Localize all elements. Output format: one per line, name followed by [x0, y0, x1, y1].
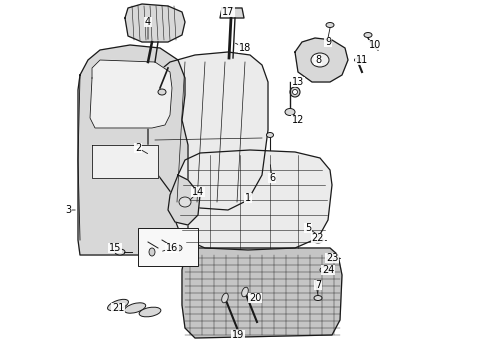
Ellipse shape [221, 293, 228, 303]
Text: 23: 23 [326, 253, 338, 263]
Text: 15: 15 [109, 243, 121, 253]
Ellipse shape [327, 255, 337, 261]
Text: 19: 19 [232, 330, 244, 340]
Text: 7: 7 [315, 280, 321, 290]
Ellipse shape [290, 87, 300, 97]
Text: 17: 17 [222, 7, 234, 17]
Text: 21: 21 [112, 303, 124, 313]
Text: 8: 8 [315, 55, 321, 65]
Ellipse shape [293, 90, 297, 95]
Ellipse shape [179, 197, 191, 207]
Text: 2: 2 [135, 143, 141, 153]
Ellipse shape [314, 296, 322, 301]
Ellipse shape [285, 108, 295, 116]
Polygon shape [78, 45, 188, 255]
Ellipse shape [364, 32, 372, 37]
Ellipse shape [124, 303, 146, 313]
Ellipse shape [107, 300, 128, 311]
Bar [138, 228, 198, 266]
Polygon shape [168, 175, 200, 225]
Text: 6: 6 [269, 173, 275, 183]
Ellipse shape [158, 89, 166, 95]
Text: 24: 24 [322, 265, 334, 275]
Text: 16: 16 [166, 243, 178, 253]
Text: 18: 18 [239, 43, 251, 53]
Polygon shape [90, 60, 172, 128]
Text: 13: 13 [292, 77, 304, 87]
Text: 11: 11 [356, 55, 368, 65]
Ellipse shape [320, 267, 330, 273]
Polygon shape [295, 38, 348, 82]
Polygon shape [92, 145, 158, 178]
Ellipse shape [354, 58, 362, 62]
Polygon shape [148, 52, 268, 210]
Ellipse shape [311, 53, 329, 67]
Ellipse shape [267, 132, 273, 138]
Ellipse shape [326, 23, 334, 27]
Text: 22: 22 [312, 233, 324, 243]
Polygon shape [175, 150, 332, 250]
Ellipse shape [149, 248, 155, 256]
Ellipse shape [139, 307, 161, 317]
Polygon shape [125, 4, 185, 42]
Text: 1: 1 [245, 193, 251, 203]
Text: 9: 9 [325, 37, 331, 47]
Polygon shape [182, 248, 342, 338]
Text: 14: 14 [192, 187, 204, 197]
Text: 4: 4 [145, 17, 151, 27]
Text: 5: 5 [305, 223, 311, 233]
Text: 20: 20 [249, 293, 261, 303]
Text: 12: 12 [292, 115, 304, 125]
Ellipse shape [313, 237, 323, 243]
Ellipse shape [242, 287, 248, 297]
Text: 3: 3 [65, 205, 71, 215]
Polygon shape [220, 8, 244, 18]
Ellipse shape [115, 249, 125, 255]
Text: 10: 10 [369, 40, 381, 50]
Ellipse shape [174, 245, 182, 251]
